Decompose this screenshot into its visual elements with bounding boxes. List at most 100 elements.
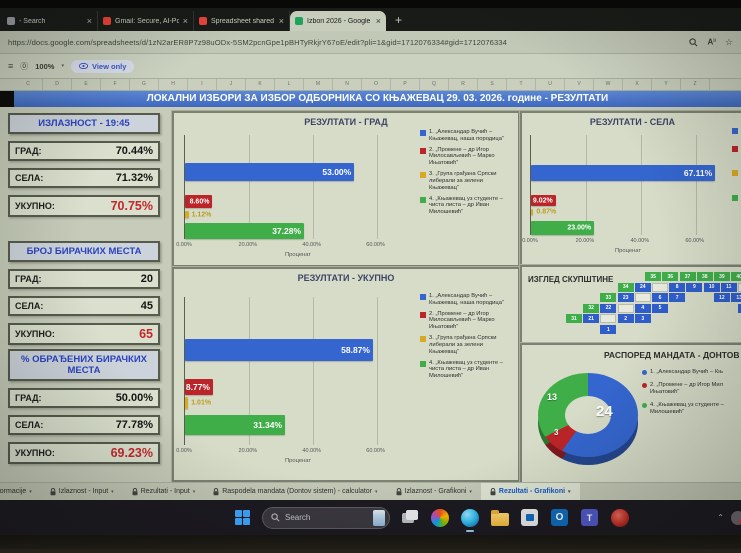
legend-label: 4. „Књажевац уз студенте – чиста листа –… <box>429 195 503 216</box>
stat-label: УКУПНО: <box>15 448 55 458</box>
url-input[interactable]: https://docs.google.com/spreadsheets/d/1… <box>8 37 507 47</box>
chart-legend: 1. „Александар Вучић – Књажевац, наша по… <box>420 129 512 220</box>
sheet-tab-menu-caret[interactable]: ▾ <box>192 488 196 495</box>
assembly-seat-9: 9 <box>686 282 703 292</box>
bar-series-3: 1.12% <box>185 211 211 218</box>
sheet-tab-menu-caret[interactable]: ▾ <box>469 488 472 495</box>
x-tick-label: 40.00% <box>302 242 322 248</box>
assembly-seat-empty <box>617 303 634 313</box>
sheet-tab[interactable]: Rezultati - Grafikoni ▾ <box>480 483 580 500</box>
assembly-seat-39: 39 <box>713 272 730 281</box>
sheet-tab[interactable]: Rezultati - Input ▾ <box>123 483 205 500</box>
read-aloud-icon[interactable]: A)) <box>707 37 716 47</box>
red-app-icon[interactable] <box>609 507 630 528</box>
zoom-caret-icon[interactable]: ▾ <box>61 63 64 69</box>
sheet-tab-menu-caret[interactable]: ▾ <box>29 488 32 495</box>
column-header: Y <box>652 79 681 90</box>
legend-label: 1. „Александар Вучић – Књажевац, наша по… <box>429 293 504 306</box>
task-view-button[interactable] <box>399 507 420 528</box>
view-only-badge[interactable]: View only <box>70 59 135 73</box>
column-header: T <box>507 79 536 90</box>
taskbar-search-box[interactable]: Search <box>262 506 390 529</box>
file-explorer-icon[interactable] <box>489 507 510 528</box>
browser-tab[interactable]: - Search × <box>2 11 98 31</box>
tray-chevron-icon[interactable]: ⌃ <box>717 513 724 522</box>
chart-title: РЕЗУЛТАТИ - СЕЛА <box>589 117 676 127</box>
bar-value-label: 37.28% <box>272 226 302 236</box>
column-header: V <box>565 79 594 90</box>
mandates-panel: РАСПОРЕД МАНДАТА - ДОНТОВ С 24 3 13 1. „Ал… <box>520 343 741 482</box>
lock-icon <box>490 487 496 495</box>
zoom-search-icon[interactable] <box>689 37 698 47</box>
sheet-tab-menu-caret[interactable]: ▾ <box>111 488 114 495</box>
tab-title: Spreadsheet shared with you: "Izl <box>211 17 275 25</box>
browser-tab[interactable]: Spreadsheet shared with you: "Izl× <box>194 11 290 31</box>
column-header: S <box>478 79 507 90</box>
tab-close-icon[interactable]: × <box>375 16 381 26</box>
sheet-tab-label: Rezultati - Grafikoni <box>498 488 566 495</box>
legend-item: 1. „Александар Вучић – Књажевац, наша по… <box>420 129 512 143</box>
sheet-tab[interactable]: Informacije▾ <box>0 483 41 500</box>
lock-icon <box>213 487 219 495</box>
tab-close-icon[interactable]: × <box>86 16 92 26</box>
eye-icon <box>78 63 88 69</box>
bar-value-label: 8.77% <box>185 382 210 392</box>
zoom-select[interactable]: 100% <box>35 61 55 71</box>
sheet-title-banner: ЛОКАЛНИ ИЗБОРИ ЗА ИЗБОР ОДБОРНИКА СО КЊА… <box>14 91 741 107</box>
sheet-tab-label: Izlaznost - Grafikoni <box>404 488 467 495</box>
sheet-tab[interactable]: Raspodela mandata (Dontov sistem) - calc… <box>204 483 386 500</box>
bar-series-1: 67.11% <box>531 165 716 181</box>
legend-dot <box>642 402 647 408</box>
bar-value-label: 1.01% <box>191 399 212 407</box>
legend-item: 2. „Промене – др Игор Милосављевић – Мар… <box>420 311 512 331</box>
stat-value: 45 <box>140 300 153 312</box>
favorite-star-icon[interactable]: ☆ <box>724 36 733 47</box>
bar-value-label: 9.02% <box>532 197 553 204</box>
assembly-seat-36: 36 <box>662 272 679 281</box>
edge-browser-icon[interactable] <box>459 507 480 532</box>
tray-notification-icon[interactable] <box>731 510 741 525</box>
sheet-tab[interactable]: Izlaznost - Grafikoni ▾ <box>387 483 481 500</box>
windows-taskbar: Search O T ⌃ <box>0 500 741 535</box>
stats-row: УКУПНО: 65 <box>8 323 160 345</box>
browser-tab[interactable]: Gmail: Secure, AI-Powered Email |× <box>98 11 194 31</box>
assembly-seat-38: 38 <box>696 272 713 281</box>
legend-label: 4. „Књажевац уз студенте – Милошевић“ <box>650 401 724 415</box>
copilot-icon[interactable] <box>429 507 450 528</box>
start-button[interactable] <box>232 507 253 528</box>
stats-row: УКУПНО: 70.75% <box>8 195 160 217</box>
stat-label: УКУПНО: <box>15 329 55 339</box>
outlook-icon[interactable]: O <box>549 507 570 528</box>
microsoft-store-icon[interactable] <box>519 507 540 528</box>
sheet-tab-label: Izlaznost - Input <box>58 488 109 495</box>
tab-close-icon[interactable]: × <box>182 16 188 26</box>
x-tick-label: 40.00% <box>630 238 650 244</box>
sheet-tab-menu-caret[interactable]: ▾ <box>568 488 571 495</box>
sheet-tab[interactable]: Izlaznost - Input ▾ <box>41 483 123 500</box>
stats-group: БРОЈ БИРАЧКИХ МЕСТА ГРАД: 20 СЕЛА: 45 УКУПНО:… <box>8 241 160 345</box>
browser-tab[interactable]: Izbori 2026 - Google Sheets× <box>290 11 386 31</box>
stats-group: ИЗЛАЗНОСТ - 19:45 ГРАД: 70.44% СЕЛА: 71.32% У… <box>8 113 160 217</box>
stats-group-header: % ОБРАЂЕНИХ БИРАЧКИХ МЕСТА <box>8 349 160 381</box>
stat-value: 20 <box>140 273 153 285</box>
legend-swatch <box>420 294 426 300</box>
menu-icon[interactable]: ≡ <box>8 61 14 71</box>
teams-icon[interactable]: T <box>579 507 600 528</box>
assembly-seat-23: 23 <box>617 293 634 303</box>
help-icon[interactable]: 🄋 <box>20 61 29 71</box>
legend-swatch <box>420 311 426 318</box>
sheet-tab-menu-caret[interactable]: ▾ <box>375 488 378 495</box>
gridline <box>695 135 697 235</box>
x-axis-title: Проценат <box>614 248 642 254</box>
assembly-seat-3: 3 <box>634 314 651 324</box>
legend-swatch <box>732 128 738 134</box>
gridline <box>248 135 250 239</box>
column-header: L <box>275 79 304 90</box>
x-tick-label: 60.00% <box>366 448 385 454</box>
column-header: U <box>536 79 565 90</box>
new-tab-button[interactable]: + <box>395 13 403 27</box>
tab-close-icon[interactable]: × <box>278 16 284 26</box>
bar-series-4: 37.28% <box>185 223 305 239</box>
chart-plot-area: 67.11% 9.02% 0.87% 23.00% <box>530 135 727 235</box>
column-header: E <box>72 79 101 90</box>
